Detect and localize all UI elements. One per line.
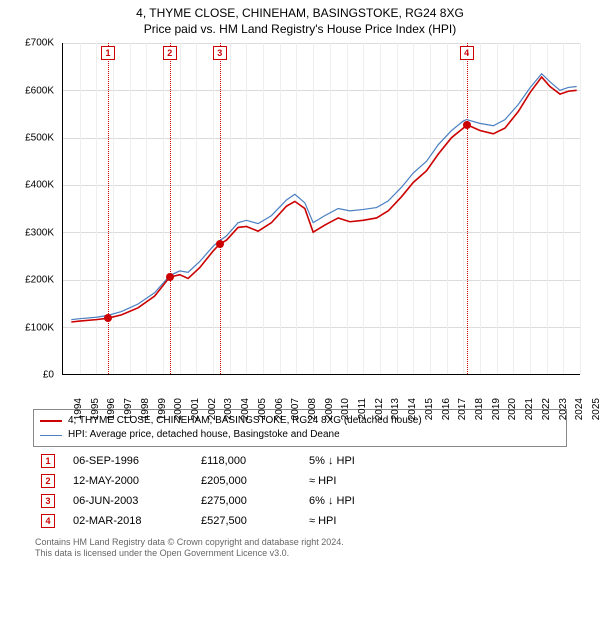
chart-title: 4, THYME CLOSE, CHINEHAM, BASINGSTOKE, R… [10, 6, 590, 37]
transaction-row: 1 06-SEP-1996 £118,000 5% ↓ HPI [35, 451, 565, 471]
x-tick-label: 2008 [307, 398, 318, 420]
y-tick-label: £700K [10, 38, 54, 49]
x-tick-label: 2014 [407, 398, 418, 420]
x-tick-label: 2015 [424, 398, 435, 420]
transaction-price: £118,000 [201, 455, 291, 467]
transaction-row-marker: 4 [41, 514, 55, 528]
transaction-date: 12-MAY-2000 [73, 475, 183, 487]
x-tick-label: 2009 [324, 398, 335, 420]
legend-swatch [40, 435, 62, 436]
x-tick-label: 2002 [207, 398, 218, 420]
chart-area: 1234 £0£100K£200K£300K£400K£500K£600K£70… [20, 43, 580, 403]
subject-line [71, 77, 576, 322]
x-tick-label: 1996 [107, 398, 118, 420]
y-tick-label: £0 [10, 370, 54, 381]
x-tick-label: 2021 [524, 398, 535, 420]
x-tick-label: 2006 [274, 398, 285, 420]
legend-label: HPI: Average price, detached house, Basi… [68, 428, 340, 442]
x-tick-label: 2017 [457, 398, 468, 420]
transaction-row: 4 02-MAR-2018 £527,500 ≈ HPI [35, 511, 565, 531]
legend-swatch [40, 420, 62, 422]
x-tick-label: 2018 [474, 398, 485, 420]
y-tick-label: £500K [10, 133, 54, 144]
transaction-dot-4 [463, 121, 471, 129]
chart-lines [63, 43, 580, 374]
y-tick-label: £200K [10, 275, 54, 286]
transaction-date: 06-JUN-2003 [73, 495, 183, 507]
transaction-row: 3 06-JUN-2003 £275,000 6% ↓ HPI [35, 491, 565, 511]
x-tick-label: 2003 [224, 398, 235, 420]
transaction-row-marker: 2 [41, 474, 55, 488]
x-tick-label: 1995 [90, 398, 101, 420]
x-tick-label: 2022 [541, 398, 552, 420]
footer-line-1: Contains HM Land Registry data © Crown c… [35, 537, 565, 548]
x-tick-label: 1998 [140, 398, 151, 420]
transaction-dot-2 [166, 273, 174, 281]
x-tick-label: 2016 [441, 398, 452, 420]
transaction-price: £275,000 [201, 495, 291, 507]
transactions-table: 1 06-SEP-1996 £118,000 5% ↓ HPI 2 12-MAY-2000… [35, 451, 565, 531]
transaction-note: 6% ↓ HPI [309, 495, 563, 507]
x-tick-label: 2007 [290, 398, 301, 420]
x-tick-label: 2004 [240, 398, 251, 420]
legend-item: HPI: Average price, detached house, Basi… [40, 428, 560, 442]
x-tick-label: 2012 [374, 398, 385, 420]
x-tick-label: 1994 [73, 398, 84, 420]
x-tick-label: 2010 [340, 398, 351, 420]
root: 4, THYME CLOSE, CHINEHAM, BASINGSTOKE, R… [0, 0, 600, 564]
x-tick-label: 2011 [357, 398, 368, 420]
x-tick-label: 2025 [591, 398, 600, 420]
transaction-dot-1 [104, 314, 112, 322]
x-tick-label: 2013 [391, 398, 402, 420]
transaction-price: £205,000 [201, 475, 291, 487]
footer-line-2: This data is licensed under the Open Gov… [35, 548, 565, 559]
transaction-dot-3 [216, 240, 224, 248]
x-tick-label: 2023 [558, 398, 569, 420]
x-tick-label: 2005 [257, 398, 268, 420]
title-line-1: 4, THYME CLOSE, CHINEHAM, BASINGSTOKE, R… [10, 6, 590, 22]
x-tick-label: 1999 [157, 398, 168, 420]
x-tick-label: 2024 [574, 398, 585, 420]
y-tick-label: £100K [10, 322, 54, 333]
transaction-note: ≈ HPI [309, 515, 563, 527]
x-tick-label: 1997 [123, 398, 134, 420]
title-line-2: Price paid vs. HM Land Registry's House … [10, 22, 590, 38]
transaction-date: 06-SEP-1996 [73, 455, 183, 467]
x-tick-label: 2019 [491, 398, 502, 420]
plot: 1234 [62, 43, 580, 375]
transaction-row-marker: 3 [41, 494, 55, 508]
attribution-footer: Contains HM Land Registry data © Crown c… [35, 537, 565, 560]
x-gridline [580, 43, 581, 374]
y-tick-label: £300K [10, 227, 54, 238]
hpi-line [71, 74, 576, 320]
y-tick-label: £600K [10, 85, 54, 96]
x-tick-label: 2000 [173, 398, 184, 420]
transaction-row-marker: 1 [41, 454, 55, 468]
x-tick-label: 2020 [508, 398, 519, 420]
transaction-note: 5% ↓ HPI [309, 455, 563, 467]
transaction-note: ≈ HPI [309, 475, 563, 487]
transaction-date: 02-MAR-2018 [73, 515, 183, 527]
transaction-price: £527,500 [201, 515, 291, 527]
y-tick-label: £400K [10, 180, 54, 191]
transaction-row: 2 12-MAY-2000 £205,000 ≈ HPI [35, 471, 565, 491]
x-tick-label: 2001 [190, 398, 201, 420]
